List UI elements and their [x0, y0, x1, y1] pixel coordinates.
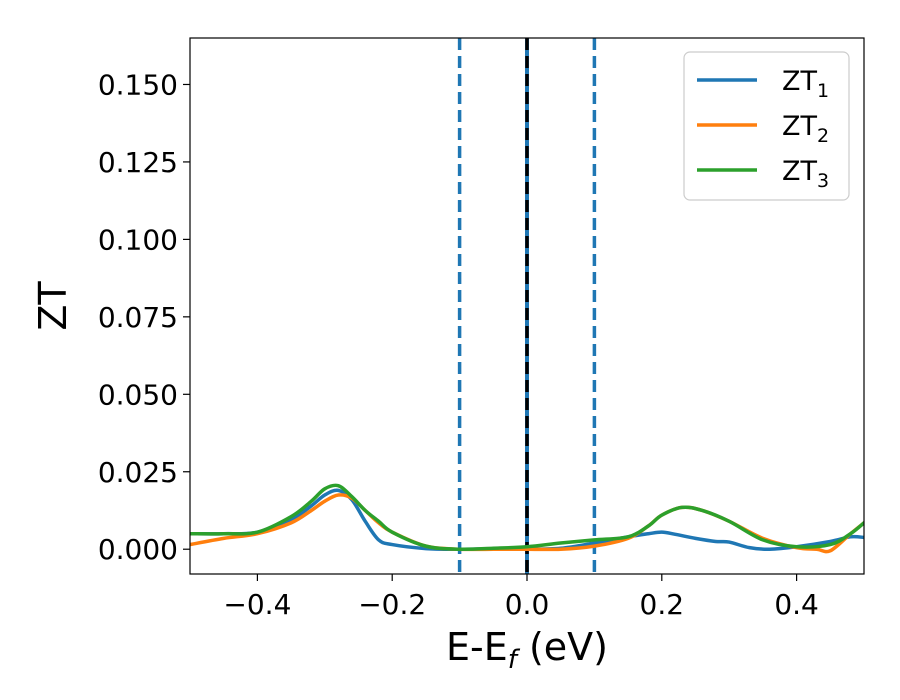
y-tick-label: 0.050 [98, 378, 178, 411]
x-tick-label: 0.4 [774, 588, 819, 621]
series-line-zt3 [190, 483, 864, 552]
x-tick-label: 0.2 [640, 588, 685, 621]
x-tick-label: 0.0 [505, 588, 550, 621]
x-axis-title: E-Ef (eV) [446, 625, 608, 675]
y-tick-label: 0.000 [98, 533, 178, 566]
y-tick-label: 0.100 [98, 223, 178, 256]
y-tick-label: 0.150 [98, 68, 178, 101]
x-tick-label: −0.2 [358, 588, 426, 621]
x-axis: −0.4 −0.2 0.0 0.2 0.4 [223, 574, 819, 621]
series-lines [190, 483, 864, 554]
x-tick-label: −0.4 [223, 588, 291, 621]
y-tick-label: 0.125 [98, 146, 178, 179]
legend-label: ZT1 [782, 66, 829, 102]
y-axis: 0.000 0.025 0.050 0.075 0.100 0.125 0.150 [98, 68, 190, 566]
legend-label: ZT3 [782, 156, 829, 192]
y-tick-label: 0.075 [98, 301, 178, 334]
legend: ZT1 ZT2 ZT3 [683, 51, 850, 201]
y-axis-title: ZT [31, 281, 75, 331]
legend-label: ZT2 [782, 111, 829, 147]
legend-frame [683, 51, 850, 201]
y-tick-label: 0.025 [98, 456, 178, 489]
reference-lines [457, 38, 597, 574]
